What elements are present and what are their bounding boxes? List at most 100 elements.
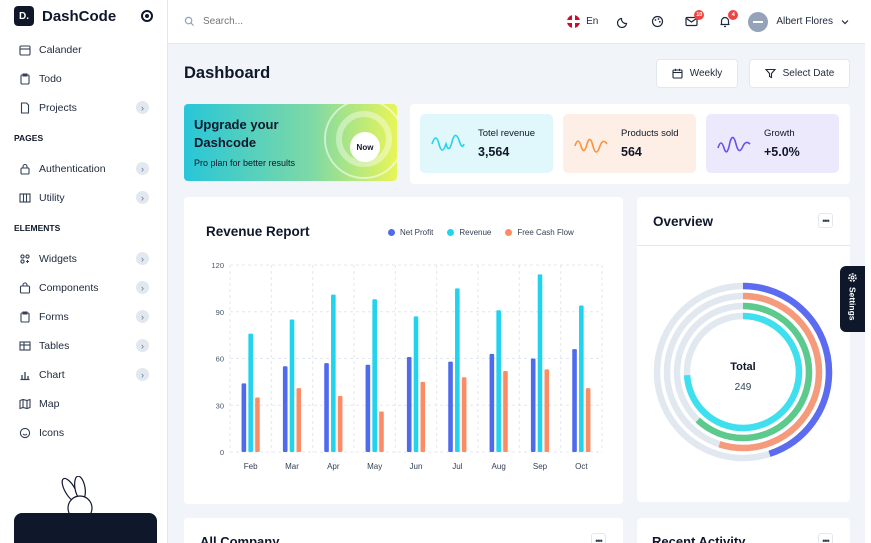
chevron-right-icon: ›	[136, 339, 149, 352]
y-tick-label: 90	[216, 308, 224, 317]
filter-icon	[764, 68, 776, 79]
calendar-icon	[672, 68, 683, 79]
section-pages: PAGES	[14, 133, 44, 143]
settings-tab[interactable]: Settings	[840, 266, 865, 332]
scrollbar[interactable]	[865, 0, 871, 543]
overview-total-value: 249	[735, 382, 752, 393]
x-tick-label: Jun	[410, 462, 423, 471]
sidebar-item-projects[interactable]: Projects ›	[0, 93, 167, 122]
radial-segment	[673, 302, 813, 442]
y-tick-label: 0	[220, 448, 224, 457]
sidebar-item-todo[interactable]: Todo	[0, 64, 167, 93]
decorative-ring	[324, 104, 397, 179]
upgrade-now-button[interactable]: Now	[350, 132, 380, 162]
sparkline-icon	[717, 136, 751, 153]
weekly-button[interactable]: Weekly	[656, 59, 738, 88]
document-icon	[19, 101, 31, 114]
clipboard-icon	[19, 311, 31, 323]
clipboard-icon	[19, 73, 31, 85]
sidebar-item-label: Tables	[39, 339, 70, 352]
overview-total-label: Total	[730, 361, 755, 373]
sidebar-toggle-icon[interactable]	[141, 10, 153, 22]
stat-text: Products sold 564	[621, 128, 679, 159]
bar-net-profit	[572, 349, 577, 452]
chevron-right-icon: ›	[136, 310, 149, 323]
sidebar-item-chart[interactable]: Chart ›	[0, 360, 167, 389]
sidebar-item-map[interactable]: Map	[0, 389, 167, 418]
bar-net-profit	[406, 356, 412, 452]
recent-activity-menu-button[interactable]: •••	[818, 533, 833, 543]
user-menu[interactable]: Albert Flores	[748, 11, 849, 32]
stat-value: 564	[621, 145, 642, 159]
user-name: Albert Flores	[776, 16, 833, 27]
y-tick-label: 60	[216, 355, 224, 364]
overview-radial-chart: Total 249	[653, 282, 833, 462]
chevron-right-icon: ›	[136, 252, 149, 265]
bar-revenue	[331, 294, 336, 452]
sidebar-item-authentication[interactable]: Authentication ›	[0, 154, 167, 183]
notification-button[interactable]: 4	[714, 9, 739, 33]
stat-card: Growth +5.0%	[706, 114, 839, 173]
map-icon	[19, 398, 31, 410]
revenue-report-title: Revenue Report	[206, 224, 310, 239]
sidebar-item-forms[interactable]: Forms ›	[0, 302, 167, 331]
search-input[interactable]	[203, 16, 403, 27]
sidebar-nav: Calander Todo Projects › PAGES Authenticati…	[0, 32, 167, 447]
bar-revenue	[455, 288, 460, 452]
x-tick-label: Jul	[452, 462, 462, 471]
x-tick-label: Mar	[285, 462, 299, 471]
sidebar-item-label: Components	[39, 281, 99, 294]
sparkline-icon	[574, 138, 608, 153]
bar-net-profit	[489, 353, 495, 452]
bar-free-cash-flow	[420, 381, 426, 452]
sidebar-item-label: Chart	[39, 368, 65, 381]
sidebar-item-icons[interactable]: Icons	[0, 418, 167, 447]
bar-net-profit	[448, 361, 453, 452]
select-date-label: Select Date	[782, 68, 835, 79]
recent-activity-title: Recent Activity	[652, 534, 746, 543]
bar-net-profit	[282, 366, 288, 452]
sidebar-item-label: Todo	[39, 72, 62, 85]
bar-free-cash-flow	[503, 370, 508, 452]
bar-revenue	[496, 310, 501, 452]
upgrade-subtitle: Pro plan for better results	[194, 158, 296, 168]
sidebar-item-utility[interactable]: Utility ›	[0, 183, 167, 212]
overview-menu-button[interactable]: •••	[818, 213, 833, 228]
theme-button[interactable]	[646, 11, 668, 33]
language-selector[interactable]: En	[567, 15, 598, 28]
legend-item: Net Profit	[388, 228, 433, 237]
section-elements: ELEMENTS	[14, 223, 61, 233]
bar-revenue	[289, 319, 295, 452]
moon-icon	[617, 17, 628, 28]
stat-text: Growth +5.0%	[764, 128, 800, 159]
legend-label: Free Cash Flow	[517, 228, 574, 237]
sidebar-item-label: Utility	[39, 191, 65, 204]
chevron-down-icon	[841, 19, 849, 24]
sidebar-item-tables[interactable]: Tables ›	[0, 331, 167, 360]
legend-swatch	[447, 229, 455, 236]
bar-free-cash-flow	[255, 397, 260, 452]
legend-swatch	[388, 229, 395, 236]
chart-icon	[19, 369, 31, 381]
bar-revenue	[248, 333, 253, 452]
brand-name: DashCode	[42, 7, 117, 25]
dark-mode-toggle[interactable]	[612, 11, 634, 33]
settings-label: Settings	[847, 287, 858, 321]
all-company-menu-button[interactable]: •••	[591, 533, 606, 543]
bar-free-cash-flow	[461, 377, 467, 452]
columns-icon	[19, 192, 31, 204]
bar-free-cash-flow	[585, 388, 591, 452]
avatar	[748, 11, 769, 32]
mail-button[interactable]: 10	[680, 9, 705, 33]
chevron-right-icon: ›	[136, 101, 149, 114]
sidebar-item-calander[interactable]: Calander	[0, 35, 167, 64]
sidebar-item-widgets[interactable]: Widgets ›	[0, 244, 167, 273]
gear-icon	[848, 273, 857, 282]
select-date-button[interactable]: Select Date	[749, 59, 850, 88]
revenue-report-card	[184, 197, 623, 504]
chevron-right-icon: ›	[136, 368, 149, 381]
decorative-ring	[336, 111, 392, 167]
smile-icon	[19, 427, 31, 439]
sidebar-item-components[interactable]: Components ›	[0, 273, 167, 302]
brand: D. DashCode	[0, 0, 167, 32]
